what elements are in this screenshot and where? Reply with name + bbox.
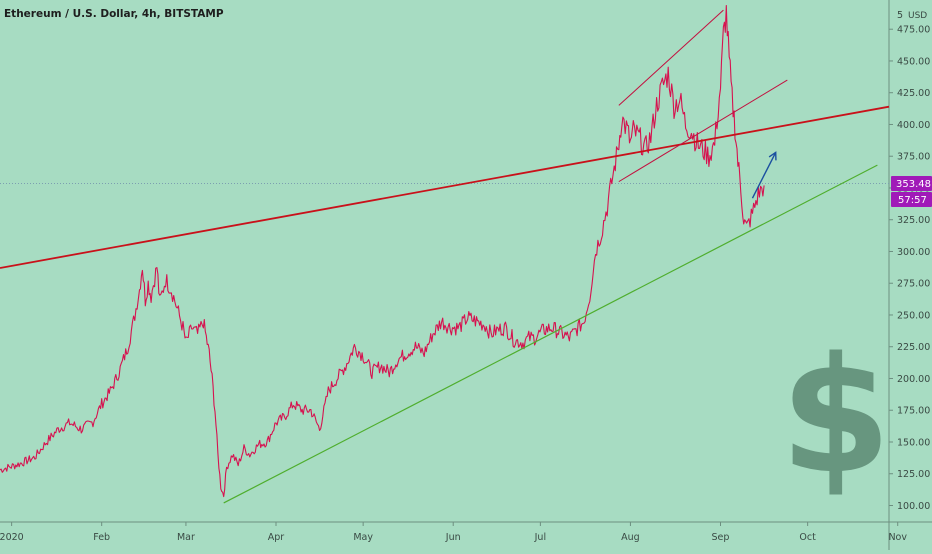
x-tick-label: Mar [177, 532, 195, 543]
x-tick-label: Feb [93, 532, 110, 543]
y-tick-label: 200.00 [897, 374, 930, 385]
x-tick-label: Aug [621, 532, 640, 543]
chart-title: Ethereum / U.S. Dollar, 4h, BITSTAMP [4, 8, 224, 20]
x-tick-label: Jul [534, 532, 546, 543]
currency-label: USD [908, 11, 927, 21]
y-tick-label: 475.00 [897, 25, 930, 36]
y-tick-label: 450.00 [897, 56, 930, 67]
x-tick-label: Apr [268, 532, 285, 543]
y-tick-label: 400.00 [897, 120, 930, 131]
trendline-0 [0, 105, 890, 269]
trendline-3 [618, 9, 724, 106]
price-series-0 [0, 4, 765, 498]
countdown-label: 57:57 [898, 195, 927, 206]
forecast-arrow [751, 152, 777, 199]
y-tick-label: 375.00 [897, 152, 930, 163]
last-price-badge [891, 176, 932, 192]
dollar-sign-icon: $ [780, 322, 892, 509]
y-tick-label: 225.00 [897, 342, 930, 353]
y-tick-label: 325.00 [897, 215, 930, 226]
x-tick-label: Nov [888, 532, 907, 543]
axis-extra-tick: 5 [897, 10, 903, 21]
y-tick-label: 425.00 [897, 88, 930, 99]
y-tick-label: 250.00 [897, 310, 930, 321]
x-tick-label: Oct [799, 532, 816, 543]
forecast-arrow-head [768, 151, 777, 161]
trendline-1 [223, 164, 878, 504]
last-price-label: 353.48 [896, 179, 931, 190]
x-tick-label: 2020 [0, 532, 24, 543]
x-tick-label: May [353, 532, 373, 543]
y-tick-label: 100.00 [897, 501, 930, 512]
trendline-2 [618, 79, 788, 183]
x-tick-label: Jun [445, 532, 461, 543]
y-tick-label: 150.00 [897, 437, 930, 448]
y-tick-label: 175.00 [897, 406, 930, 417]
y-tick-label: 300.00 [897, 247, 930, 258]
y-tick-label: 125.00 [897, 469, 930, 480]
x-tick-label: Sep [712, 532, 730, 543]
countdown-badge [891, 192, 932, 208]
y-tick-label: 275.00 [897, 279, 930, 290]
